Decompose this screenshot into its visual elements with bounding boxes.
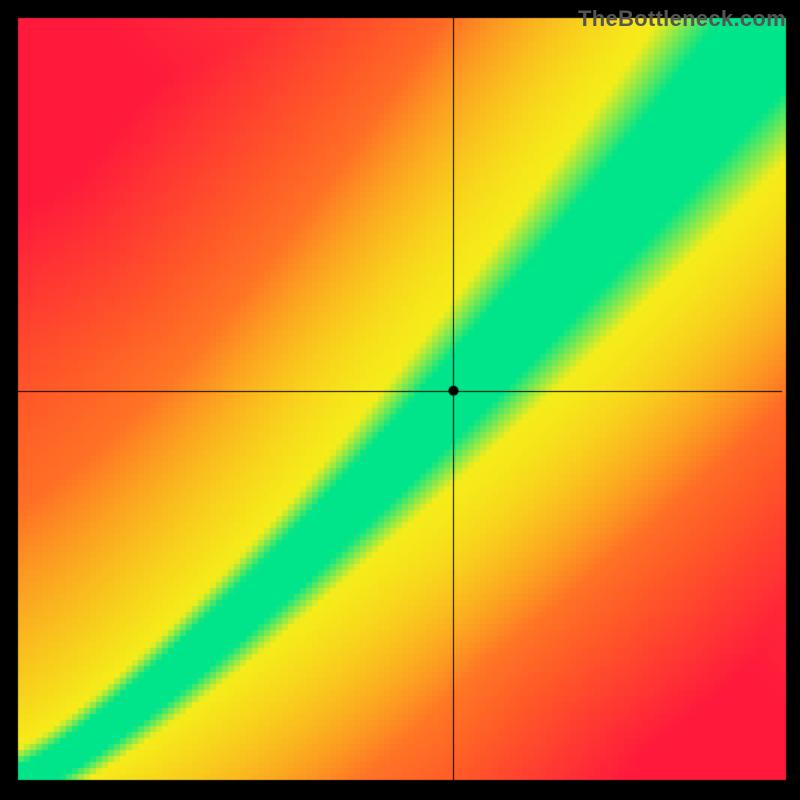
heatmap-canvas [0,0,800,800]
watermark-text: TheBottleneck.com [578,6,786,32]
chart-frame: TheBottleneck.com [0,0,800,800]
